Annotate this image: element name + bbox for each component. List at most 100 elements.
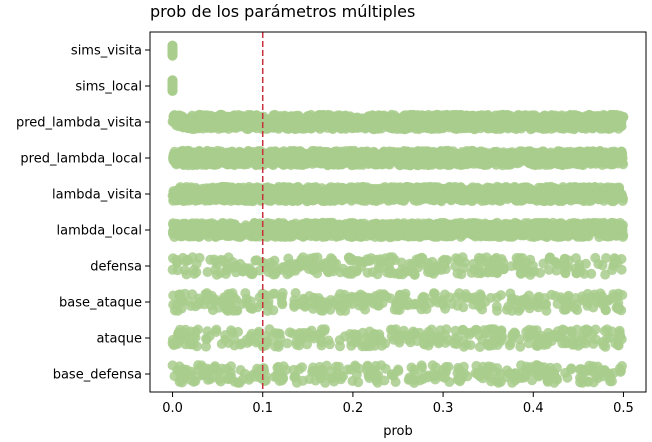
data-point: [269, 111, 280, 122]
data-point: [384, 152, 395, 163]
data-point: [618, 111, 629, 122]
data-point: [527, 121, 538, 132]
series-pred_lambda_visita: [167, 109, 629, 135]
data-point: [169, 152, 180, 163]
data-point: [611, 188, 622, 199]
data-point: [614, 152, 625, 163]
series-sims_local: [167, 75, 178, 97]
data-point: [287, 115, 298, 126]
series-lambda_visita: [167, 181, 629, 207]
data-point: [566, 154, 577, 165]
data-point: [536, 188, 547, 199]
data-point: [298, 123, 309, 134]
data-point: [584, 109, 594, 120]
data-point: [532, 149, 543, 160]
data-point: [540, 160, 551, 170]
data-point: [457, 110, 468, 121]
data-point: [429, 195, 440, 206]
data-point: [305, 148, 316, 159]
data-point: [322, 195, 333, 206]
data-point: [524, 192, 535, 203]
data-point: [339, 111, 350, 122]
data-point: [418, 158, 429, 169]
data-point: [383, 122, 394, 133]
series-lambda_local: [167, 217, 629, 243]
data-point: [167, 78, 178, 89]
data-point: [407, 192, 418, 203]
data-point: [187, 155, 197, 166]
series-sims_visita: [167, 40, 178, 61]
data-point: [519, 111, 530, 122]
data-point: [592, 114, 603, 124]
data-point: [306, 188, 317, 199]
series-pred_lambda_local: [167, 145, 629, 171]
data-point: [358, 195, 369, 206]
data-point: [593, 152, 604, 163]
data-point: [489, 146, 500, 157]
data-point: [606, 113, 617, 124]
data-point: [209, 120, 219, 131]
data-point: [486, 191, 497, 202]
data-point: [436, 156, 447, 167]
data-point: [285, 156, 296, 167]
data-points: [167, 40, 629, 388]
data-point: [178, 185, 189, 196]
data-point: [554, 187, 565, 198]
data-point: [285, 183, 296, 194]
data-point: [249, 151, 260, 161]
data-point: [228, 159, 239, 170]
data-point: [418, 182, 429, 193]
data-point: [479, 147, 489, 158]
data-point: [545, 195, 556, 206]
data-point: [598, 123, 609, 134]
data-point: [197, 110, 208, 121]
data-point: [206, 147, 217, 158]
data-point: [372, 159, 383, 170]
data-point: [287, 146, 298, 157]
data-point: [504, 191, 515, 202]
data-point: [196, 120, 207, 131]
data-point: [593, 188, 604, 199]
data-point: [367, 118, 377, 129]
data-point: [276, 193, 287, 204]
data-point: [221, 122, 232, 133]
data-point: [168, 195, 179, 206]
data-point: [577, 149, 587, 159]
data-point: [341, 146, 352, 156]
data-point: [272, 120, 283, 131]
data-point: [337, 185, 348, 196]
data-point: [574, 193, 585, 204]
data-point: [315, 116, 325, 127]
data-point: [322, 147, 333, 157]
data-point: [378, 184, 389, 195]
data-point: [426, 123, 437, 134]
data-point: [511, 111, 522, 122]
data-point: [389, 188, 400, 199]
data-point: [167, 41, 178, 52]
data-point: [215, 149, 226, 159]
data-point: [496, 185, 507, 196]
data-point: [397, 117, 408, 128]
data-point: [498, 109, 509, 120]
data-point: [278, 148, 289, 159]
data-point: [551, 119, 562, 129]
data-point: [452, 120, 463, 131]
data-point: [362, 182, 373, 193]
data-point: [237, 195, 248, 206]
data-point: [463, 146, 474, 157]
data-point: [352, 150, 363, 160]
data-point: [475, 123, 486, 134]
data-point: [446, 186, 457, 197]
data-point: [367, 195, 378, 206]
data-point: [186, 192, 197, 203]
chart-title: prob de los parámetros múltiples: [150, 2, 415, 21]
data-point: [400, 153, 410, 164]
data-point: [196, 147, 206, 158]
data-point: [223, 185, 234, 196]
data-point: [430, 182, 441, 192]
data-point: [477, 184, 487, 195]
data-point: [240, 117, 251, 128]
data-point: [511, 152, 522, 163]
data-point: [449, 156, 460, 167]
